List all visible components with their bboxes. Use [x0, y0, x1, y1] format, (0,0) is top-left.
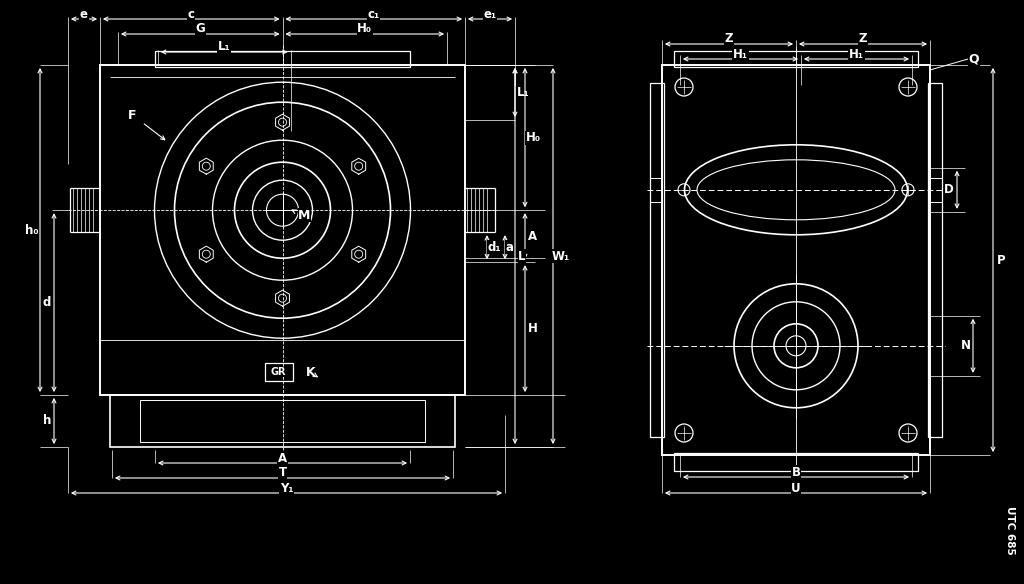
Bar — [928, 83, 942, 437]
Text: L₁: L₁ — [517, 86, 529, 99]
Text: D: D — [944, 183, 954, 196]
Text: e₁: e₁ — [483, 8, 497, 20]
Text: G: G — [196, 23, 205, 36]
Text: Z: Z — [725, 33, 733, 46]
Text: Y₁: Y₁ — [280, 481, 293, 495]
Text: d₁: d₁ — [487, 241, 501, 253]
Text: B: B — [792, 465, 801, 478]
Text: h₀: h₀ — [26, 224, 39, 237]
Text: UTC 685: UTC 685 — [1005, 506, 1015, 554]
Text: Q: Q — [969, 53, 979, 65]
Bar — [674, 453, 918, 471]
Text: N: N — [961, 339, 971, 352]
Text: c: c — [187, 8, 195, 20]
Bar — [140, 400, 425, 442]
Text: Z: Z — [859, 33, 867, 46]
Text: d: d — [43, 296, 51, 309]
Text: T: T — [279, 467, 287, 479]
Text: a: a — [506, 241, 514, 253]
Text: L₁: L₁ — [218, 40, 230, 54]
Bar — [662, 65, 930, 455]
Bar — [264, 363, 293, 381]
Text: c₁: c₁ — [368, 8, 380, 20]
Text: H₀: H₀ — [357, 23, 373, 36]
Bar — [110, 395, 455, 447]
Text: U: U — [792, 481, 801, 495]
Ellipse shape — [697, 160, 895, 220]
Text: F: F — [128, 109, 136, 121]
Text: H: H — [528, 322, 538, 335]
Text: GR: GR — [270, 367, 287, 377]
Text: K: K — [306, 366, 315, 378]
Text: H₀: H₀ — [525, 131, 541, 144]
Bar — [650, 83, 664, 437]
Text: H₁: H₁ — [733, 47, 748, 61]
Text: W₁: W₁ — [552, 249, 570, 262]
Text: h: h — [43, 415, 51, 427]
Text: A: A — [528, 230, 538, 243]
Bar — [674, 51, 918, 67]
Text: M: M — [298, 208, 310, 222]
Text: e: e — [80, 8, 88, 20]
Text: H₁: H₁ — [849, 47, 864, 61]
Text: P: P — [996, 253, 1006, 266]
Bar — [650, 178, 662, 202]
Text: A: A — [278, 451, 287, 464]
Bar — [930, 178, 942, 202]
Ellipse shape — [684, 145, 907, 235]
Bar — [100, 65, 465, 395]
Text: L: L — [518, 249, 525, 262]
Bar — [155, 51, 410, 67]
